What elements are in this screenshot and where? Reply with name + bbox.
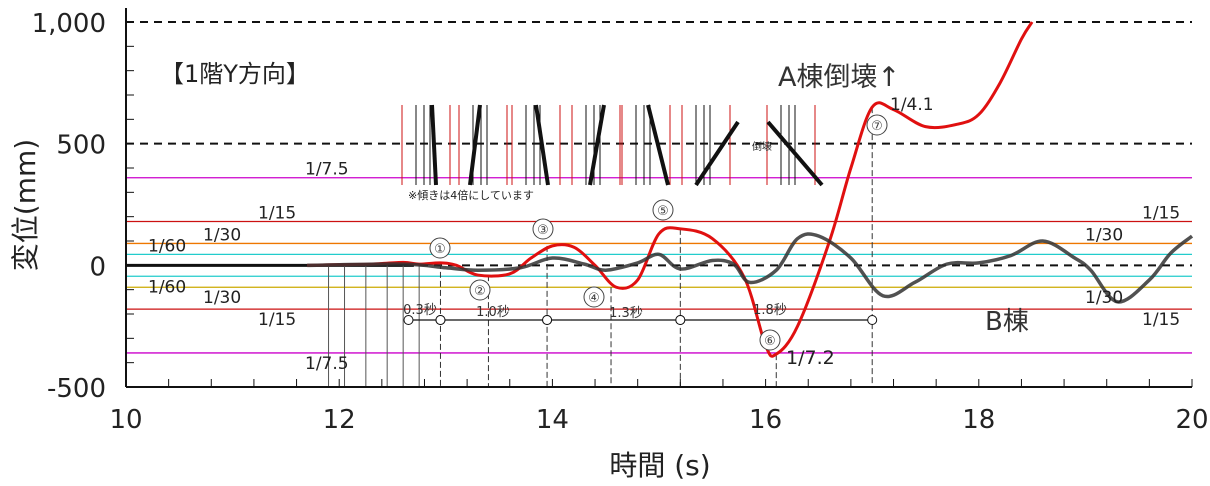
y-axis-title: 変位(mm) [9, 139, 42, 271]
reference-label: 1/15 [258, 310, 296, 330]
x-tick-label: 20 [1175, 405, 1208, 435]
tilt-column-line [588, 104, 606, 186]
period-label: 1.3秒 [609, 306, 643, 321]
event-marker-circle [652, 199, 674, 221]
event-marker-circle [759, 329, 781, 351]
y-tick-label: 1,000 [32, 9, 106, 39]
event-marker-circle [866, 114, 888, 136]
x-tick-label: 16 [749, 405, 782, 435]
event-marker-circle [583, 286, 605, 308]
period-label: 1.8秒 [753, 303, 787, 318]
b-building-label: B棟 [985, 307, 1029, 337]
event-marker-label: ⑥ [764, 334, 776, 349]
reference-label: 1/7.5 [305, 354, 349, 374]
reference-label: 1/15 [258, 204, 296, 224]
event-marker-label: ② [474, 284, 486, 299]
period-label: 0.3秒 [403, 303, 437, 318]
x-tick-label: 18 [962, 405, 995, 435]
period-node [403, 315, 414, 325]
series-b-building-line [307, 232, 1194, 304]
event-marker-circle [429, 237, 451, 259]
chart-title: 【1階Y方向】 [160, 60, 310, 88]
event-marker-label: ④ [588, 291, 600, 306]
tilt-column-line [766, 120, 824, 187]
right-reference-label: 1/15 [1142, 204, 1180, 224]
tilt-column-line [468, 104, 482, 186]
min-ratio-label: 1/7.2 [786, 347, 835, 369]
period-node [675, 315, 686, 325]
reference-label: 1/7.5 [305, 160, 349, 180]
x-tick-label: 14 [536, 405, 569, 435]
tilt-column-line [646, 104, 670, 186]
y-tick-label: 500 [56, 131, 106, 161]
tilt-note: ※傾きは4倍にしています [408, 188, 534, 202]
tilt-column-line [430, 104, 438, 186]
event-marker-label: ⑤ [657, 204, 669, 219]
period-node [542, 315, 553, 325]
x-tick-label: 12 [323, 405, 356, 435]
period-node [435, 315, 446, 325]
event-marker-circle [469, 279, 491, 301]
event-marker-label: ⑦ [871, 119, 883, 134]
y-tick-label: -500 [47, 374, 106, 404]
reference-label: 1/60 [148, 236, 186, 256]
collapse-small-label: 倒壊 [752, 141, 772, 153]
y-tick-label: 0 [89, 252, 106, 282]
right-reference-label: 1/15 [1142, 310, 1180, 330]
event-marker-label: ③ [537, 223, 549, 238]
x-tick-label: 10 [109, 405, 142, 435]
reference-label: 1/30 [203, 288, 241, 308]
period-label: 1.0秒 [476, 305, 510, 320]
max-ratio-label: 1/4.1 [890, 95, 934, 115]
tilt-column-line [694, 120, 740, 187]
right-reference-label: 1/30 [1085, 288, 1123, 308]
event-marker-label: ① [434, 242, 446, 257]
tilt-column-line [534, 104, 550, 186]
x-axis-title: 時間 (s) [609, 449, 710, 482]
collapse-annotation: A棟倒壊↑ [778, 62, 900, 93]
series-a-building-line [307, 21, 1034, 358]
event-marker-circle [532, 218, 554, 240]
right-reference-label: 1/30 [1085, 225, 1123, 245]
reference-label: 1/30 [203, 225, 241, 245]
reference-label: 1/60 [148, 277, 186, 297]
period-node [867, 315, 878, 325]
